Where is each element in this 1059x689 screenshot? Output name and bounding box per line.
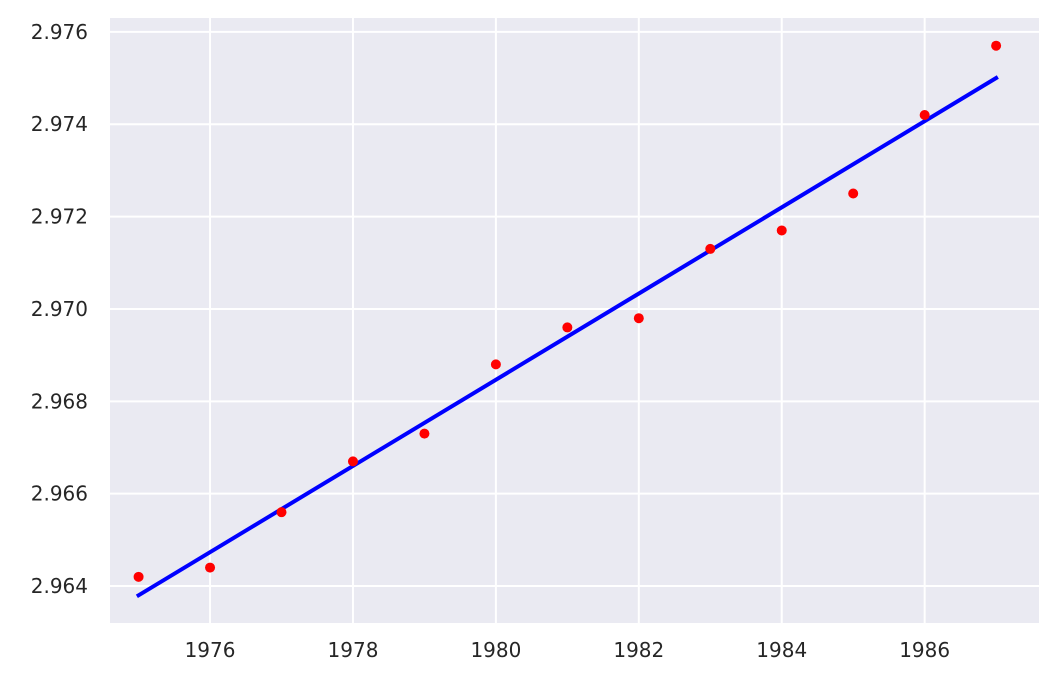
data-point [919, 109, 930, 120]
data-point [490, 359, 501, 370]
x-tick-label: 1980 [470, 638, 521, 662]
x-tick-label: 1982 [613, 638, 664, 662]
data-point [347, 456, 358, 467]
data-point [848, 188, 859, 199]
y-tick-label: 2.972 [31, 205, 88, 229]
y-tick-label: 2.970 [31, 297, 88, 321]
data-point [776, 225, 787, 236]
data-point [991, 40, 1002, 51]
y-tick-label: 2.974 [31, 112, 88, 136]
data-point [133, 571, 144, 582]
x-tick-label: 1984 [756, 638, 807, 662]
data-point [705, 243, 716, 254]
plot-background [110, 18, 1039, 623]
x-tick-label: 1978 [328, 638, 379, 662]
data-point [276, 507, 287, 518]
x-tick-label: 1976 [185, 638, 236, 662]
data-point [633, 313, 644, 324]
y-tick-label: 2.964 [31, 574, 88, 598]
data-point [419, 428, 430, 439]
x-axis-ticks: 1976 1978 1980 1982 1984 1986 [185, 638, 951, 662]
data-point [562, 322, 573, 333]
y-tick-label: 2.976 [31, 20, 88, 44]
data-point [205, 562, 216, 573]
scatter-points-layer [133, 40, 1002, 582]
y-axis-ticks: 2.964 2.966 2.968 2.970 2.972 2.974 2.976 [31, 20, 88, 598]
y-tick-label: 2.968 [31, 389, 88, 413]
y-tick-label: 2.966 [31, 482, 88, 506]
x-tick-label: 1986 [899, 638, 950, 662]
